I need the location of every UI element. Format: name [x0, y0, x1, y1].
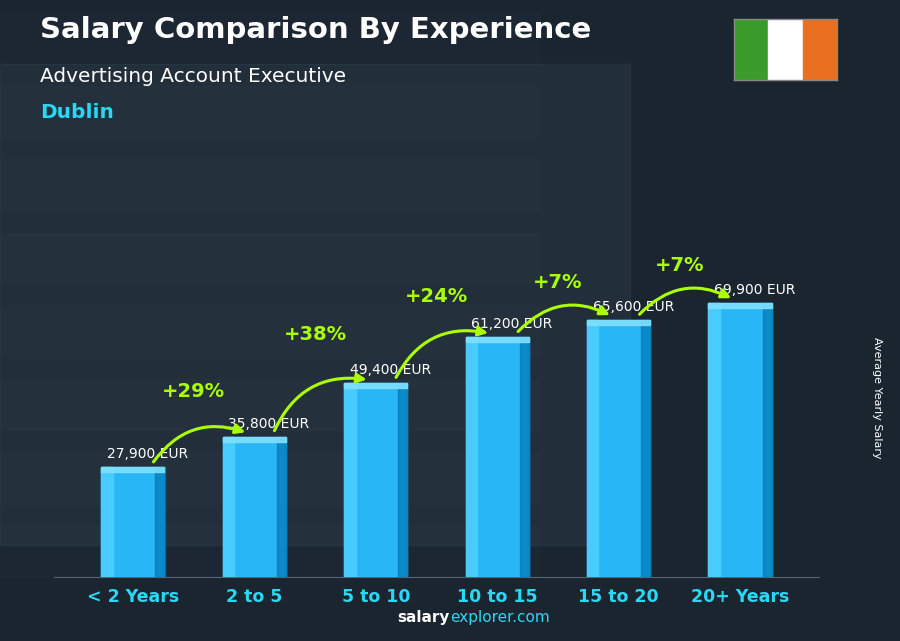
Bar: [641, 320, 650, 577]
Text: Dublin: Dublin: [40, 103, 114, 122]
Bar: [0, 160, 540, 211]
Text: +7%: +7%: [533, 273, 582, 292]
Bar: [708, 303, 771, 308]
Bar: [734, 19, 768, 80]
Bar: [0, 13, 540, 64]
Text: explorer.com: explorer.com: [450, 610, 550, 625]
Bar: [762, 303, 771, 577]
Text: 61,200 EUR: 61,200 EUR: [472, 317, 553, 331]
Bar: [0, 453, 540, 504]
Bar: [399, 383, 408, 577]
Bar: [587, 320, 650, 324]
Text: +38%: +38%: [284, 325, 346, 344]
Bar: [0, 86, 540, 137]
Text: salary: salary: [398, 610, 450, 625]
Bar: [277, 437, 286, 577]
Bar: [344, 383, 408, 388]
Bar: [156, 467, 165, 577]
Bar: [344, 383, 356, 577]
Text: 65,600 EUR: 65,600 EUR: [592, 299, 674, 313]
Text: 69,900 EUR: 69,900 EUR: [714, 283, 796, 297]
Bar: [708, 303, 771, 577]
Bar: [465, 337, 477, 577]
Bar: [344, 383, 408, 577]
Text: 27,900 EUR: 27,900 EUR: [107, 447, 188, 462]
Text: Average Yearly Salary: Average Yearly Salary: [872, 337, 883, 458]
Text: +7%: +7%: [654, 256, 704, 276]
Text: Advertising Account Executive: Advertising Account Executive: [40, 67, 346, 87]
Bar: [0, 233, 540, 284]
Bar: [102, 467, 112, 577]
Bar: [0, 306, 540, 357]
Bar: [587, 320, 599, 577]
Bar: [0, 526, 540, 577]
Text: Salary Comparison By Experience: Salary Comparison By Experience: [40, 16, 592, 44]
Text: +24%: +24%: [405, 287, 468, 306]
Bar: [519, 337, 529, 577]
Text: +29%: +29%: [162, 382, 225, 401]
Bar: [708, 303, 720, 577]
Bar: [803, 19, 837, 80]
Bar: [0, 379, 540, 430]
Bar: [223, 437, 286, 442]
Text: 49,400 EUR: 49,400 EUR: [350, 363, 431, 377]
Bar: [465, 337, 529, 342]
Bar: [465, 337, 529, 577]
Bar: [0, 64, 630, 545]
Bar: [768, 19, 803, 80]
Bar: [223, 437, 234, 577]
Bar: [102, 467, 165, 472]
Bar: [587, 320, 650, 577]
Bar: [102, 467, 165, 577]
Bar: [223, 437, 286, 577]
Text: 35,800 EUR: 35,800 EUR: [229, 417, 310, 431]
